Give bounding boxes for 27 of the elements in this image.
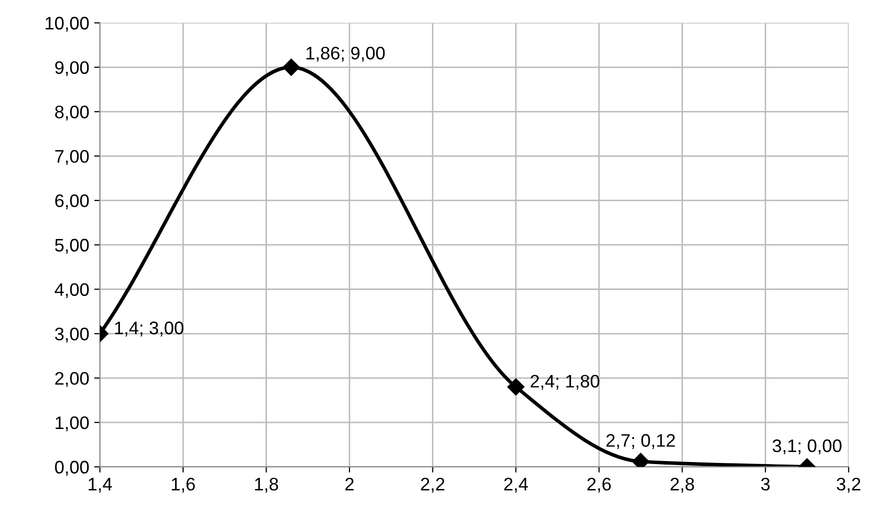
x-tick-label: 3,2 bbox=[836, 478, 860, 493]
y-tick-label: 1,00 bbox=[56, 416, 89, 432]
data-label: 3,1; 0,00 bbox=[772, 439, 842, 454]
y-tick-label: 3,00 bbox=[55, 328, 89, 343]
x-tick-label: 3 bbox=[761, 478, 770, 491]
x-tick-label: 2,8 bbox=[670, 478, 694, 493]
y-tick-label: 2,00 bbox=[55, 372, 89, 387]
y-tick-label: 9,00 bbox=[55, 61, 89, 76]
x-tick-label: 2,4 bbox=[504, 478, 528, 493]
data-label: 2,4; 1,80 bbox=[530, 374, 600, 390]
x-tick-label: 1,6 bbox=[172, 478, 195, 493]
x-tick-label: 2 bbox=[345, 478, 354, 490]
data-label: 2,7; 0,12 bbox=[606, 434, 675, 449]
data-label: 1,4; 3,00 bbox=[115, 322, 184, 336]
x-tick-label: 1,4 bbox=[88, 478, 112, 493]
y-tick-label: 8,00 bbox=[55, 106, 89, 121]
point bbox=[507, 378, 524, 396]
data-label: 1,86; 9,00 bbox=[306, 46, 385, 62]
y-tick-label: 4,00 bbox=[54, 283, 89, 298]
y-tick-label: 7,00 bbox=[55, 150, 89, 165]
x-tick-label: 2,6 bbox=[587, 478, 611, 493]
y-tick-label: 0,00 bbox=[55, 460, 89, 476]
y-tick-label: 5,00 bbox=[55, 238, 89, 254]
y-tick-label: 10,00 bbox=[46, 16, 89, 32]
x-tick-label: 1,8 bbox=[255, 478, 278, 493]
x-tick-label: 2,2 bbox=[421, 478, 444, 493]
y-tick-label: 6,00 bbox=[55, 194, 89, 210]
